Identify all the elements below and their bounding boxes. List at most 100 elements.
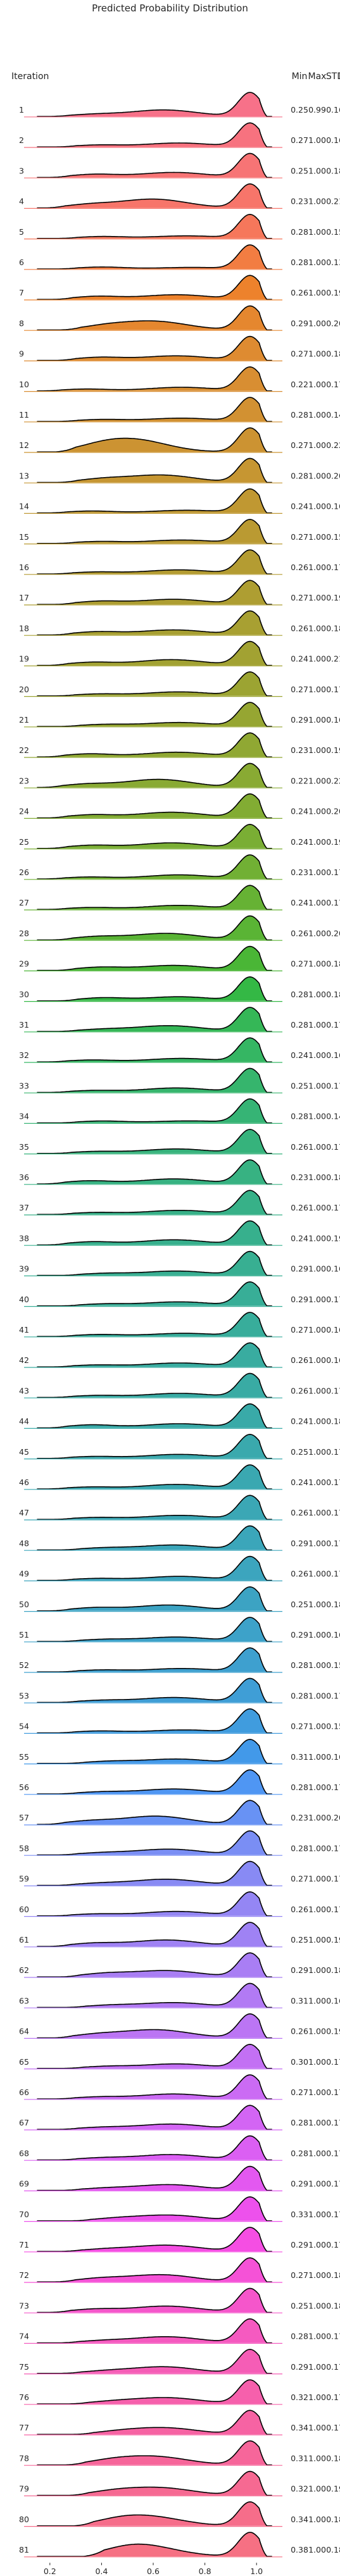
stat-std: 0.18 xyxy=(326,349,340,359)
stat-max: 1.00 xyxy=(308,1447,326,1457)
stat-min: 0.28 xyxy=(291,2332,308,2341)
ridge-outline-13 xyxy=(37,457,272,483)
ridge-area-40 xyxy=(37,1281,272,1306)
stat-min: 0.29 xyxy=(291,1965,308,1975)
stat-min: 0.24 xyxy=(291,654,308,664)
stat-std: 0.18 xyxy=(326,990,340,999)
ridge-outline-63 xyxy=(37,1982,272,2008)
ridge-outline-66 xyxy=(37,2074,272,2100)
stat-min: 0.26 xyxy=(291,928,308,938)
stat-max: 1.00 xyxy=(308,2362,326,2372)
stat-min: 0.27 xyxy=(291,135,308,145)
ridge-row: 640.261.000.190.79 xyxy=(19,2013,340,2039)
stat-max: 1.00 xyxy=(308,2210,326,2219)
stat-max: 1.00 xyxy=(308,807,326,816)
ridge-outline-8 xyxy=(37,305,272,331)
stat-std: 0.17 xyxy=(326,1783,340,1792)
iteration-label: 55 xyxy=(19,1752,29,1762)
stat-min: 0.25 xyxy=(291,105,308,115)
iteration-label: 37 xyxy=(19,1203,29,1212)
iteration-label: 57 xyxy=(19,1813,29,1822)
iteration-label: 42 xyxy=(19,1355,29,1365)
ridge-row: 680.281.000.170.85 xyxy=(19,2135,340,2161)
stat-std: 0.22 xyxy=(326,440,340,450)
stat-min: 0.27 xyxy=(291,959,308,969)
ridge-row: 280.261.000.200.83 xyxy=(19,915,340,941)
ridge-row: 470.261.000.170.88 xyxy=(19,1495,340,1521)
ridge-row: 330.251.000.170.87 xyxy=(19,1067,340,1093)
stat-std: 0.19 xyxy=(326,593,340,602)
ridge-row: 780.311.000.180.78 xyxy=(19,2440,340,2466)
ridge-row: 230.221.000.220.80 xyxy=(19,762,340,788)
stat-std: 0.16 xyxy=(326,1752,340,1762)
stat-min: 0.29 xyxy=(291,1630,308,1640)
stat-std: 0.21 xyxy=(326,654,340,664)
iteration-label: 3 xyxy=(19,166,24,175)
stat-std: 0.17 xyxy=(326,2423,340,2432)
ridge-area-49 xyxy=(37,1556,272,1581)
stat-min: 0.31 xyxy=(291,2453,308,2463)
ridge-outline-22 xyxy=(37,732,272,757)
stat-max: 1.00 xyxy=(308,502,326,511)
stat-max: 1.00 xyxy=(308,2118,326,2127)
ridge-area-55 xyxy=(37,1739,272,1764)
stat-max: 1.00 xyxy=(308,471,326,480)
ridge-row: 420.261.000.160.88 xyxy=(19,1342,340,1368)
stat-max: 1.00 xyxy=(308,2088,326,2097)
iteration-label: 45 xyxy=(19,1447,29,1457)
iteration-label: 1 xyxy=(19,105,24,115)
ridge-outline-59 xyxy=(37,1860,272,1886)
ridge-outline-33 xyxy=(37,1067,272,1093)
ridge-row: 90.271.000.180.87 xyxy=(19,335,340,362)
ridge-area-28 xyxy=(37,916,272,940)
ridge-row: 190.241.000.210.85 xyxy=(19,640,340,667)
stat-max: 1.00 xyxy=(308,928,326,938)
ridge-area-57 xyxy=(37,1800,272,1825)
stat-std: 0.17 xyxy=(326,2057,340,2067)
iteration-label: 60 xyxy=(19,1905,29,1914)
stat-min: 0.23 xyxy=(291,197,308,206)
x-tick-label: 0.2 xyxy=(44,2567,56,2576)
iteration-label: 20 xyxy=(19,685,29,694)
stat-min: 0.38 xyxy=(291,2545,308,2554)
ridge-area-43 xyxy=(37,1373,272,1398)
stat-min: 0.33 xyxy=(291,2210,308,2219)
row-header: Iteration xyxy=(11,72,49,82)
stat-min: 0.26 xyxy=(291,1569,308,1579)
iteration-label: 70 xyxy=(19,2210,29,2219)
ridge-outline-20 xyxy=(37,671,272,697)
ridge-area-37 xyxy=(37,1190,272,1215)
iteration-label: 56 xyxy=(19,1783,29,1792)
ridge-outline-42 xyxy=(37,1342,272,1367)
iteration-label: 4 xyxy=(19,197,24,206)
stat-max: 0.99 xyxy=(308,105,326,115)
stat-max: 1.00 xyxy=(308,623,326,633)
iteration-label: 68 xyxy=(19,2148,29,2158)
ridge-area-65 xyxy=(37,2044,272,2069)
ridge-outline-40 xyxy=(37,1281,272,1307)
iteration-label: 13 xyxy=(19,471,29,480)
ridge-row: 580.281.000.170.84 xyxy=(19,1830,340,1856)
stat-std: 0.19 xyxy=(326,837,340,847)
iteration-label: 8 xyxy=(19,318,24,328)
stat-min: 0.32 xyxy=(291,2484,308,2494)
stat-min: 0.27 xyxy=(291,593,308,602)
ridge-row: 320.241.000.160.89 xyxy=(19,1037,340,1063)
stat-max: 1.00 xyxy=(308,1050,326,1060)
ridge-row: 460.241.000.170.87 xyxy=(19,1464,340,1490)
stat-min: 0.23 xyxy=(291,1813,308,1822)
ridge-row: 660.271.000.170.86 xyxy=(19,2074,340,2100)
ridge-area-3 xyxy=(37,153,272,178)
ridge-outline-12 xyxy=(37,427,272,452)
ridge-outline-71 xyxy=(37,2227,272,2252)
ridge-area-15 xyxy=(37,519,272,544)
stat-std: 0.16 xyxy=(326,1264,340,1274)
stat-max: 1.00 xyxy=(308,2453,326,2463)
ridge-area-63 xyxy=(37,1983,272,2008)
stat-std: 0.17 xyxy=(326,1691,340,1700)
ridge-area-73 xyxy=(37,2288,272,2313)
stat-max: 1.00 xyxy=(308,685,326,694)
ridge-row: 220.231.000.190.87 xyxy=(19,732,340,758)
ridge-outline-67 xyxy=(37,2105,272,2130)
iteration-label: 15 xyxy=(19,532,29,542)
